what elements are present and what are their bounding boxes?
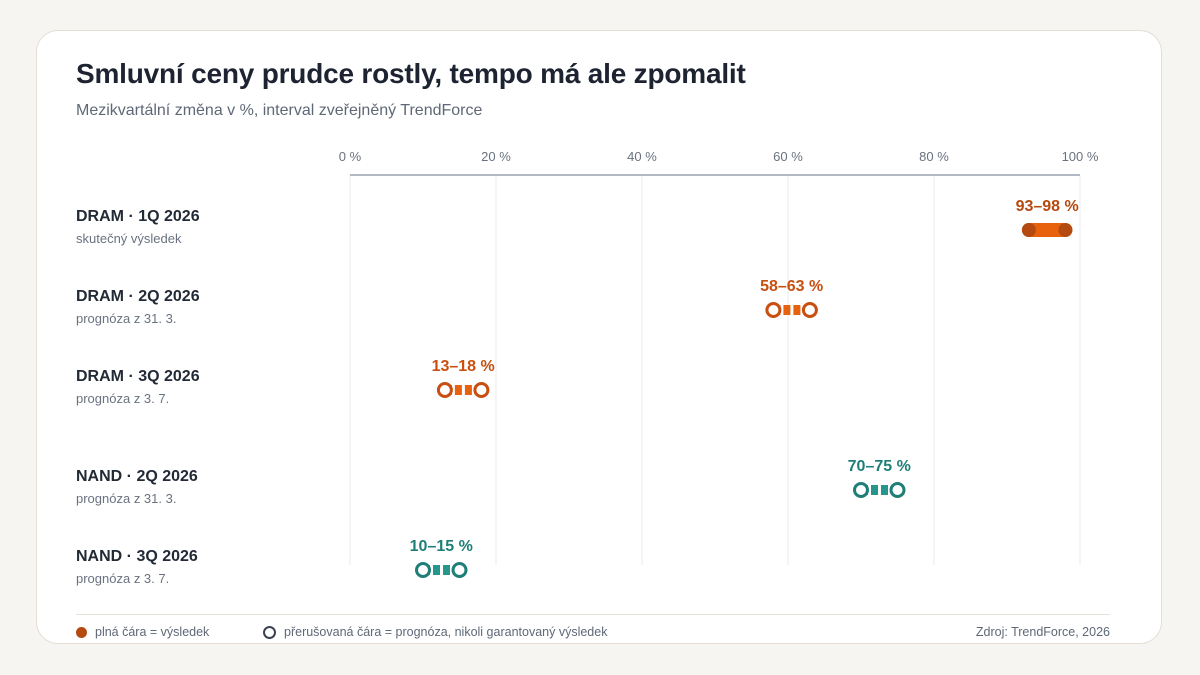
row-name: NAND · 3Q 2026 — [76, 548, 198, 565]
x-tick-label: 0 % — [339, 149, 362, 164]
data-label: 70–75 % — [848, 458, 911, 475]
row-name: NAND · 2Q 2026 — [76, 468, 198, 485]
legend-dashed: přerušovaná čára = prognóza, nikoli gara… — [263, 625, 607, 639]
row-label: DRAM · 3Q 2026 prognóza z 3. 7. — [76, 368, 326, 406]
x-tick-label: 20 % — [481, 149, 511, 164]
legend-solid: plná čára = výsledek — [76, 625, 209, 639]
row-note: skutečný výsledek — [76, 231, 182, 246]
row-note: prognóza z 31. 3. — [76, 491, 177, 506]
data-label: 58–63 % — [760, 278, 823, 295]
x-tick-label: 100 % — [1062, 149, 1099, 164]
x-tick-label: 40 % — [627, 149, 657, 164]
source-note: Zdroj: TrendForce, 2026 — [975, 625, 1110, 639]
range-high-point — [473, 382, 490, 398]
row-name: DRAM · 3Q 2026 — [76, 368, 200, 385]
legend-divider — [76, 614, 1110, 615]
row-note: prognóza z 3. 7. — [76, 571, 170, 586]
x-tick-label: 80 % — [919, 149, 949, 164]
row-note: prognóza z 3. 7. — [76, 391, 170, 406]
data-label: 10–15 % — [410, 538, 473, 555]
row-note: prognóza z 31. 3. — [76, 311, 177, 326]
chart-title: Smluvní ceny prudce rostly, tempo má ale… — [76, 58, 746, 89]
chart-card — [36, 30, 1162, 644]
data-label: 93–98 % — [1016, 198, 1079, 215]
range-low-point — [1021, 223, 1036, 237]
legend-solid-label: plná čára = výsledek — [95, 625, 210, 639]
range-high-point — [889, 482, 906, 498]
range-high-point — [1058, 223, 1073, 237]
range-low-point — [436, 382, 453, 398]
row-label: DRAM · 1Q 2026 skutečný výsledek — [76, 208, 326, 246]
range-low-point — [765, 302, 782, 318]
row-label: DRAM · 2Q 2026 prognóza z 31. 3. — [76, 288, 326, 326]
range-high-point — [451, 562, 468, 578]
range-low-point — [415, 562, 431, 578]
data-label: 13–18 % — [432, 358, 495, 375]
range-low-point — [853, 482, 869, 498]
range-high-point — [801, 302, 818, 318]
row-label: NAND · 3Q 2026 prognóza z 3. 7. — [76, 548, 326, 586]
row-name: DRAM · 2Q 2026 — [76, 288, 200, 305]
solid-dot-icon — [76, 626, 87, 638]
row-name: DRAM · 1Q 2026 — [76, 208, 200, 225]
chart-subtitle: Mezikvartální změna v %, interval zveřej… — [76, 102, 483, 119]
legend-dashed-label: přerušovaná čára = prognóza, nikoli gara… — [284, 625, 608, 639]
x-tick-label: 60 % — [773, 149, 803, 164]
open-dot-icon — [263, 625, 276, 639]
row-label: NAND · 2Q 2026 prognóza z 31. 3. — [76, 468, 326, 506]
